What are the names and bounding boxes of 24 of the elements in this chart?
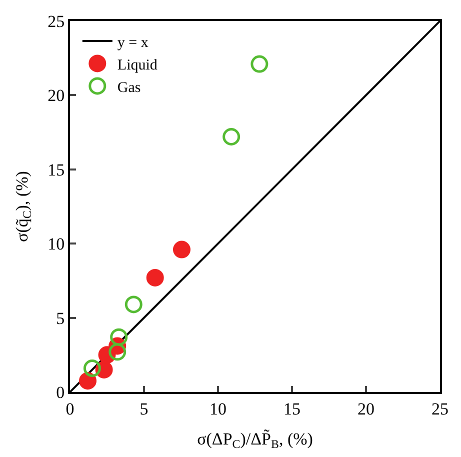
- point: [172, 240, 190, 258]
- point: [146, 268, 164, 286]
- legend-label: y = x: [117, 34, 149, 51]
- point: [79, 372, 97, 390]
- x-axis-title: σ(ΔP$_{C}$)/ΔP̃$_{B}$, (%): [197, 428, 313, 451]
- x-tick-label: 15: [284, 399, 300, 418]
- x-tick-label: 10: [210, 399, 226, 418]
- legend-label: Gas: [117, 80, 141, 96]
- point: [110, 328, 128, 346]
- point: [124, 296, 142, 314]
- y-tick-label: 10: [48, 234, 65, 254]
- x-tick-label: 20: [358, 399, 374, 418]
- y-tick-label: 20: [48, 86, 65, 106]
- x-tick-label: 5: [140, 399, 148, 418]
- y-tick-label: 5: [56, 308, 65, 328]
- point: [83, 360, 101, 378]
- y-tick-label: 0: [56, 382, 65, 402]
- point: [222, 128, 240, 146]
- point: [250, 55, 268, 73]
- point: [108, 343, 126, 361]
- legend-label: Liquid: [117, 57, 158, 74]
- y-tick-label: 25: [48, 12, 65, 31]
- y-tick-label: 15: [48, 160, 65, 180]
- x-tick-label: 25: [432, 399, 448, 418]
